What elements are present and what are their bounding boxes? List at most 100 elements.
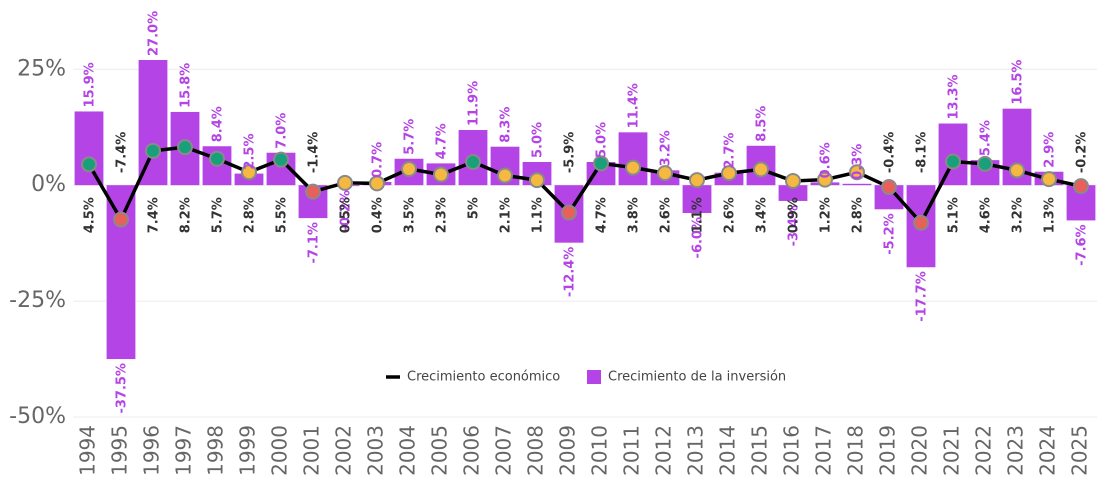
line-value-label: 5.5% [275,197,290,233]
x-tick-label: 2012 [652,425,676,476]
bar-value-label: 5.0% [595,122,610,158]
line-value-label: 5% [467,197,482,219]
x-tick-label: 2014 [716,425,740,476]
x-tick-label: 2009 [556,425,580,476]
line-value-label: -5.9% [563,132,578,173]
bar-value-label: 15.8% [179,63,194,108]
x-tick-label: 2020 [908,425,932,476]
line-marker [945,153,961,170]
line-marker [1041,171,1057,188]
line-value-label: 2.1% [499,197,514,233]
bar-value-label: 5.4% [979,120,994,156]
line-marker [977,155,993,172]
line-value-label: 0.5% [339,197,354,233]
line-marker [881,179,897,196]
x-tick-label: 2008 [524,425,548,476]
x-tick-label: 2007 [492,425,516,476]
x-tick-label: 2000 [268,425,292,476]
y-tick-label: 25% [17,56,66,81]
x-tick-label: 2019 [876,425,900,476]
line-marker [369,175,385,192]
bar-value-label: -12.4% [563,247,578,298]
y-tick-label: -50% [9,404,66,429]
bar-value-label: -0.2% [339,190,354,231]
bar-value-label: 11.9% [467,81,482,126]
bar-value-label: 3.2% [659,130,674,166]
x-tick-label: 2025 [1068,425,1092,476]
line-value-label: 7.4% [147,197,162,233]
y-tick-label: 0% [31,172,66,197]
line-marker [689,172,705,189]
line-marker [177,139,193,156]
x-tick-label: 1998 [204,425,228,476]
line-value-label: 4.5% [83,197,98,233]
bar-value-label: -7.6% [1075,224,1090,265]
line-value-label: 1.2% [819,197,834,233]
line-value-label: 3.5% [403,197,418,233]
line-value-label: -8.1% [915,132,930,173]
line-marker [817,171,833,188]
line-marker [561,204,577,221]
x-tick-label: 2010 [588,425,612,476]
line-marker [1073,178,1089,195]
line-value-label: -1.4% [307,132,322,173]
line-marker [1009,162,1025,179]
x-tick-label: 1996 [140,425,164,476]
line-marker [593,155,609,172]
x-tick-label: 2002 [332,425,356,476]
bar-value-label: 5.0% [531,122,546,158]
bar-value-label: 8.5% [755,106,770,142]
legend-swatch [587,370,601,384]
line-marker [753,161,769,178]
line-marker [433,166,449,183]
bar [682,185,712,213]
line-marker [273,151,289,168]
x-tick-label: 2011 [620,425,644,476]
x-tick-label: 2013 [684,425,708,476]
x-tick-label: 2003 [364,425,388,476]
line-marker [913,214,929,231]
x-tick-label: 2023 [1004,425,1028,476]
bar [618,132,648,186]
bar-value-label: 2.9% [1043,132,1058,168]
bar [842,183,872,186]
line-value-label: 2.8% [851,197,866,233]
line-value-label: 3.2% [1011,197,1026,233]
x-tick-label: 1999 [236,425,260,476]
line-value-label: -7.4% [115,132,130,173]
line-value-label: 3.4% [755,197,770,233]
bar-value-label: 5.7% [403,119,418,155]
line-value-label: 2.3% [435,197,450,233]
line-value-label: 4.7% [595,197,610,233]
x-tick-label: 2024 [1036,425,1060,476]
line-value-label: 1.1% [531,197,546,233]
line-marker [241,164,257,181]
x-tick-label: 2006 [460,425,484,476]
bar-value-label: 27.0% [147,11,162,56]
x-tick-label: 1994 [76,425,100,476]
line-value-label: 4.6% [979,197,994,233]
line-value-label: 1.3% [1043,197,1058,233]
bar-value-label: 0.3% [851,144,866,180]
line-value-label: 0.4% [371,197,386,233]
line-marker [721,165,737,182]
line-marker [497,167,513,184]
line-marker [529,172,545,189]
x-tick-label: 2001 [300,425,324,476]
x-tick-label: 2005 [428,425,452,476]
bar-value-label: -3.4% [787,205,802,246]
line-value-label: -0.2% [1075,132,1090,173]
legend: Crecimiento económico Crecimiento de la i… [386,370,786,385]
line-value-label: 2.8% [243,197,258,233]
bar-value-label: 16.5% [1011,60,1026,105]
line-value-label: 3.8% [627,197,642,233]
bar-value-label: -17.7% [915,271,930,322]
bar [74,111,104,186]
bar-value-label: 8.3% [499,107,514,143]
line-marker [209,150,225,167]
line-value-label: 2.6% [659,197,674,233]
x-tick-label: 2021 [940,425,964,476]
bar-value-label: 13.3% [947,74,962,119]
line-value-label: 1.1% [691,197,706,233]
bar-value-label: -37.5% [115,363,130,414]
